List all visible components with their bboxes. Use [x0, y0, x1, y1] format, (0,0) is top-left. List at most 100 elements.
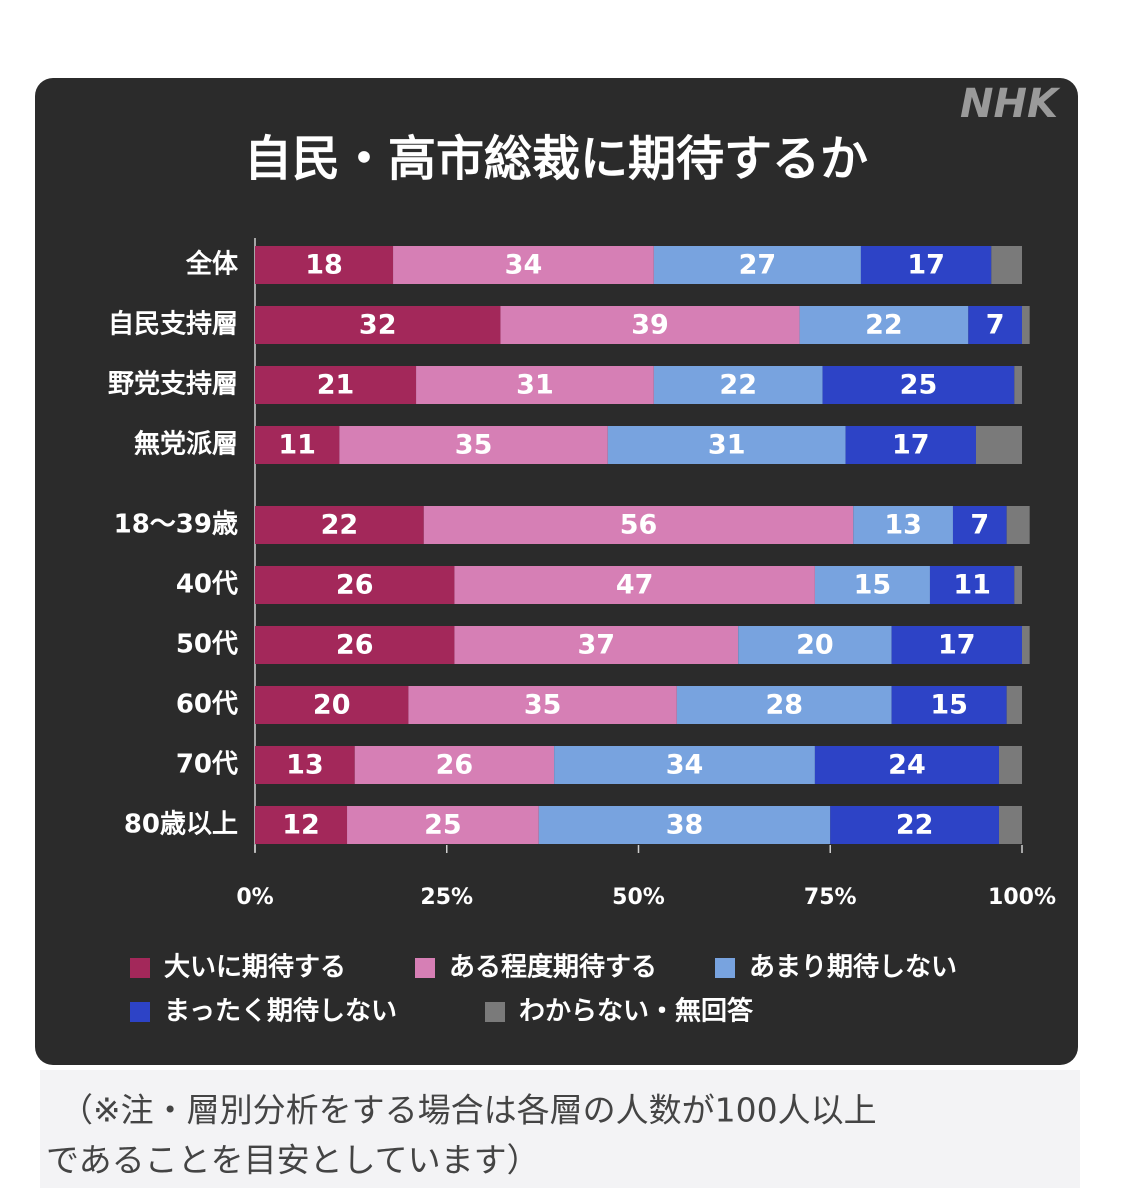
- legend-swatch: [130, 958, 150, 978]
- bar-segment: [998, 746, 1022, 784]
- value-label: 13: [884, 510, 922, 541]
- value-label: 22: [321, 510, 359, 541]
- bar-segment: [255, 426, 340, 464]
- bar-segment: [653, 366, 823, 404]
- bar-segment: [454, 566, 815, 604]
- value-label: 32: [359, 310, 397, 341]
- value-label: 13: [286, 750, 324, 781]
- x-tick-label: 50%: [612, 885, 665, 910]
- x-tick-label: 100%: [988, 885, 1056, 910]
- bar-segment: [845, 426, 976, 464]
- bar-segment: [255, 806, 348, 844]
- bar-segment: [814, 746, 999, 784]
- value-label: 56: [620, 510, 658, 541]
- bar-segment: [538, 806, 831, 844]
- value-label: 35: [455, 430, 493, 461]
- bar-segment: [1006, 686, 1022, 724]
- bar-segment: [991, 246, 1022, 284]
- value-label: 26: [336, 570, 374, 601]
- value-label: 34: [666, 750, 704, 781]
- y-tick-label: 80歳以上: [124, 810, 238, 840]
- bar-segment: [891, 626, 1022, 664]
- value-label: 47: [616, 570, 654, 601]
- value-label: 17: [892, 430, 930, 461]
- value-label: 7: [986, 310, 1005, 341]
- value-label: 34: [505, 250, 543, 281]
- legend-swatch: [415, 958, 435, 978]
- value-label: 17: [938, 630, 976, 661]
- value-label: 26: [336, 630, 374, 661]
- bar-segment: [255, 566, 455, 604]
- value-label: 7: [970, 510, 989, 541]
- bar-segment: [799, 306, 969, 344]
- value-label: 31: [708, 430, 746, 461]
- bar-segment: [255, 306, 501, 344]
- chart-title: 自民・高市総裁に期待するか: [244, 131, 868, 187]
- legend-label: ある程度期待する: [449, 952, 657, 983]
- bar-segment: [1022, 626, 1030, 664]
- bar-segment: [968, 306, 1022, 344]
- value-label: 18: [305, 250, 343, 281]
- bar-segment: [454, 626, 739, 664]
- bar-segment: [653, 246, 861, 284]
- bar-segment: [830, 806, 999, 844]
- bar-segment: [929, 566, 1015, 604]
- bar-segment: [1014, 566, 1022, 604]
- bar-segment: [822, 366, 1015, 404]
- x-tick-label: 0%: [236, 885, 273, 910]
- bar-segment: [255, 686, 409, 724]
- value-label: 15: [930, 690, 968, 721]
- value-label: 39: [631, 310, 669, 341]
- y-tick-label: 野党支持層: [108, 370, 238, 400]
- y-tick-label: 無党派層: [134, 430, 238, 460]
- y-tick-label: 50代: [176, 630, 238, 660]
- value-label: 12: [282, 810, 320, 841]
- y-tick-label: 60代: [176, 690, 238, 720]
- value-label: 15: [854, 570, 892, 601]
- legend-swatch: [715, 958, 735, 978]
- bar-segment: [814, 566, 930, 604]
- value-label: 25: [424, 810, 462, 841]
- value-label: 38: [666, 810, 704, 841]
- bar-segment: [1022, 306, 1030, 344]
- legend-label: 大いに期待する: [164, 953, 346, 983]
- legend-label: あまり期待しない: [749, 953, 957, 983]
- bar-segment: [853, 506, 953, 544]
- x-tick-label: 25%: [420, 885, 473, 910]
- value-label: 20: [313, 690, 351, 721]
- value-label: 35: [524, 690, 562, 721]
- bar-segment: [676, 686, 892, 724]
- bar-segment: [339, 426, 608, 464]
- y-tick-label: 全体: [185, 249, 239, 280]
- note-area: [40, 1070, 1080, 1188]
- bar-segment: [416, 366, 654, 404]
- value-label: 25: [900, 370, 938, 401]
- bar-segment: [393, 246, 654, 284]
- bar-segment: [975, 426, 1022, 464]
- value-label: 22: [865, 310, 903, 341]
- value-label: 11: [278, 430, 316, 461]
- bar-segment: [952, 506, 1007, 544]
- bar-segment: [500, 306, 800, 344]
- bar-segment: [607, 426, 846, 464]
- y-tick-label: 70代: [176, 750, 238, 780]
- bar-segment: [1006, 506, 1030, 544]
- legend-swatch: [485, 1002, 505, 1022]
- bar-segment: [408, 686, 677, 724]
- bar-segment: [554, 746, 815, 784]
- bar-segment: [860, 246, 992, 284]
- note-line: （※注・層別分析をする場合は各層の人数が100人以上: [60, 1091, 877, 1130]
- y-tick-label: 18〜39歳: [114, 510, 238, 540]
- value-label: 22: [896, 810, 934, 841]
- value-label: 20: [796, 630, 834, 661]
- bar-segment: [255, 626, 455, 664]
- bar-segment: [255, 506, 424, 544]
- x-tick-label: 75%: [804, 885, 857, 910]
- value-label: 17: [907, 250, 945, 281]
- value-label: 21: [317, 370, 355, 401]
- bar-segment: [738, 626, 892, 664]
- value-label: 28: [765, 690, 803, 721]
- logo: NHK: [960, 81, 1061, 127]
- bar-segment: [255, 246, 394, 284]
